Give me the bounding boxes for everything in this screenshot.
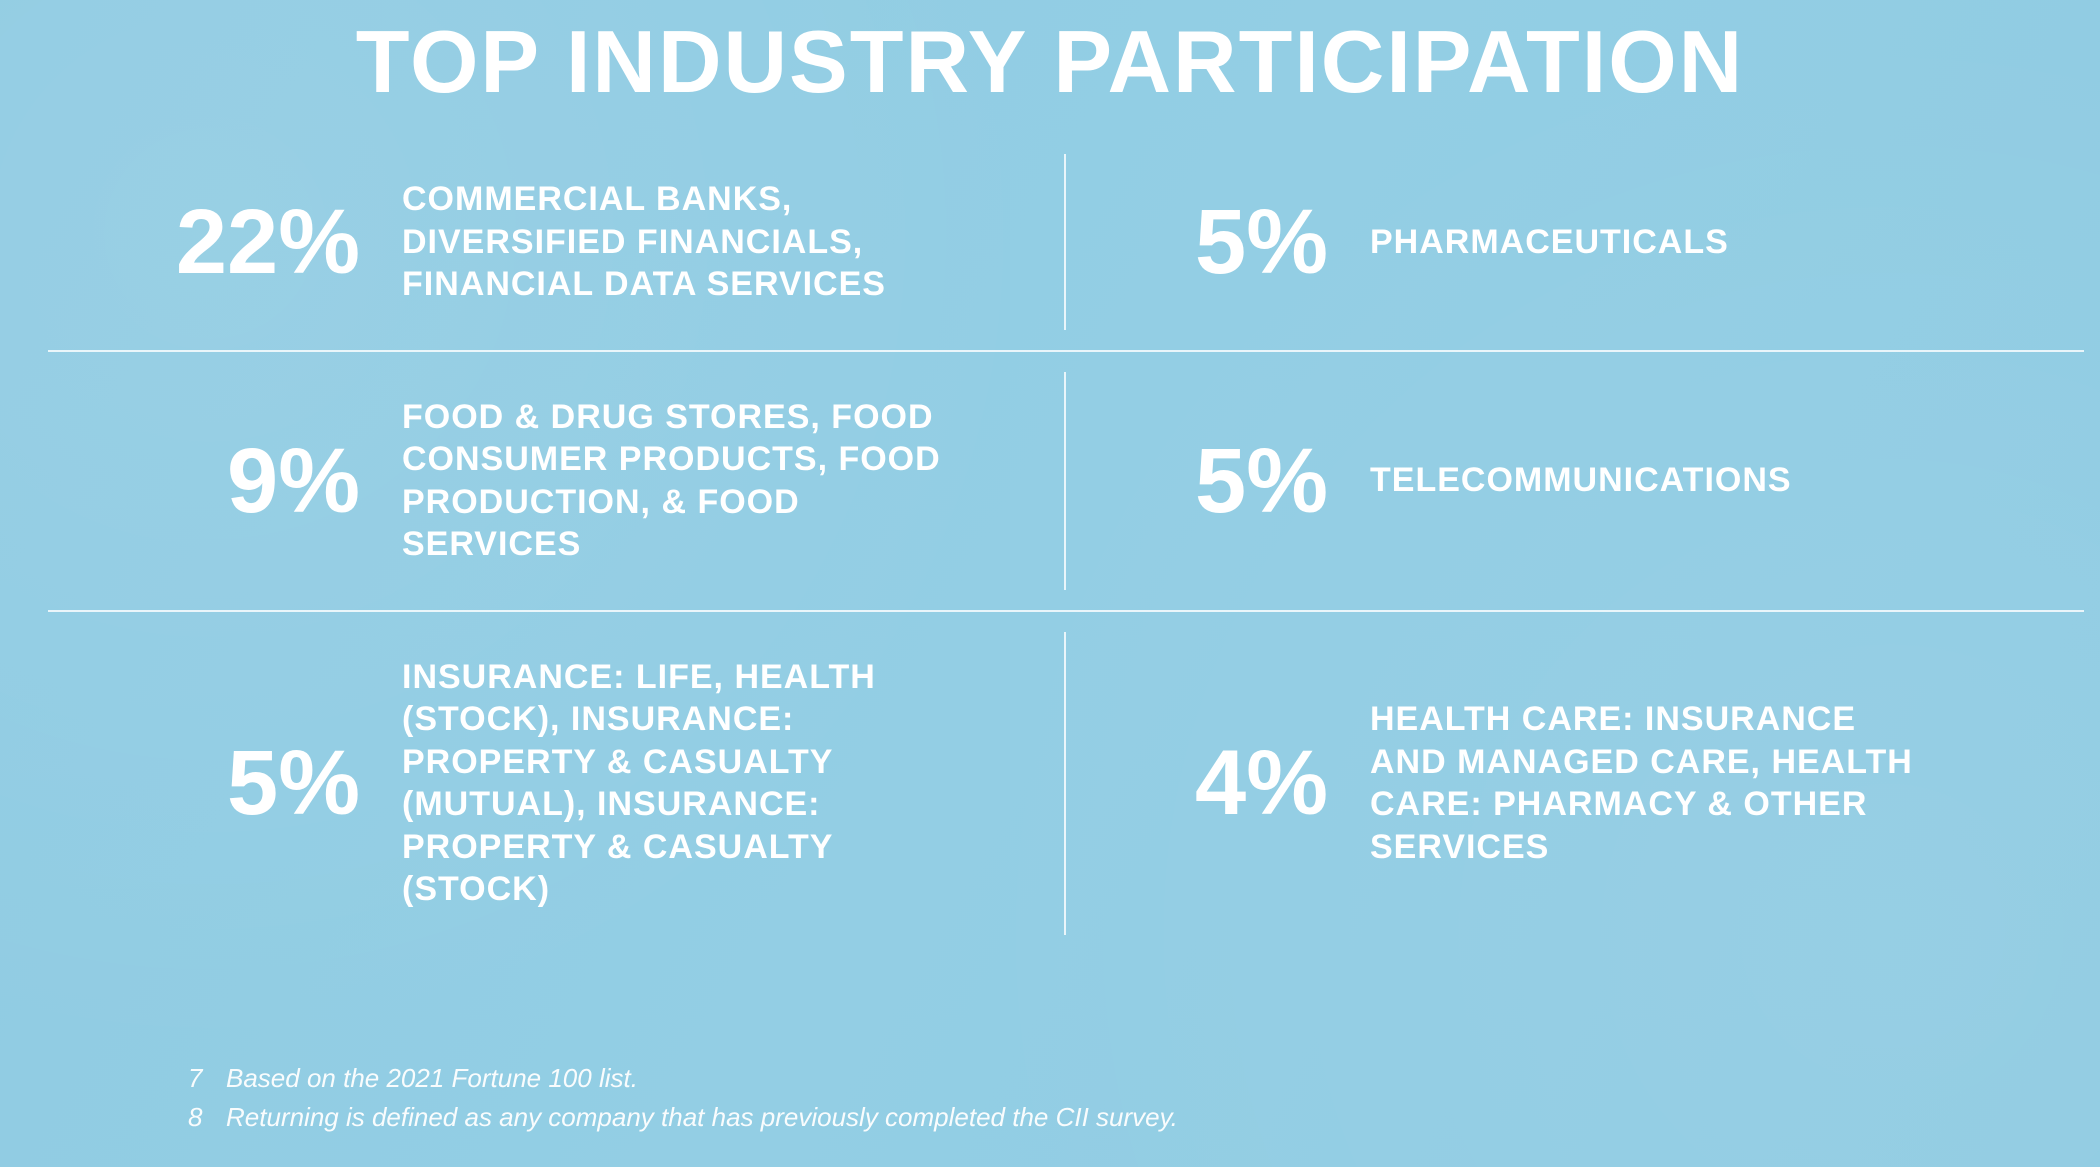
page-title: TOP INDUSTRY PARTICIPATION: [0, 0, 2100, 106]
category-label: HEALTH CARE: INSURANCE AND MANAGED CARE,…: [1370, 698, 1930, 868]
grid-cell: 9% FOOD & DRUG STORES, FOOD CONSUMER PRO…: [48, 350, 1066, 610]
category-label: PHARMACEUTICALS: [1370, 221, 1729, 264]
footnote: 7 Based on the 2021 Fortune 100 list.: [188, 1059, 1178, 1098]
footnote-text: Based on the 2021 Fortune 100 list.: [226, 1059, 638, 1098]
percent-value: 5%: [1158, 435, 1328, 527]
category-label: FOOD & DRUG STORES, FOOD CONSUMER PRODUC…: [402, 396, 962, 566]
percent-value: 4%: [1158, 737, 1328, 829]
footnotes: 7 Based on the 2021 Fortune 100 list. 8 …: [188, 1059, 1178, 1137]
category-label: INSURANCE: LIFE, HEALTH (STOCK), INSURAN…: [402, 656, 962, 911]
grid-cell: 5% TELECOMMUNICATIONS: [1066, 350, 2084, 610]
footnote-number: 7: [188, 1059, 208, 1098]
grid-cell: 4% HEALTH CARE: INSURANCE AND MANAGED CA…: [1066, 610, 2084, 955]
footnote-text: Returning is defined as any company that…: [226, 1098, 1178, 1137]
percent-value: 9%: [140, 435, 360, 527]
grid-cell: 5% PHARMACEUTICALS: [1066, 134, 2084, 350]
percent-value: 5%: [140, 737, 360, 829]
footnote-number: 8: [188, 1098, 208, 1137]
percent-value: 22%: [140, 196, 360, 288]
grid-cell: 22% COMMERCIAL BANKS, DIVERSIFIED FINANC…: [48, 134, 1066, 350]
participation-grid: 22% COMMERCIAL BANKS, DIVERSIFIED FINANC…: [0, 134, 2100, 955]
footnote: 8 Returning is defined as any company th…: [188, 1098, 1178, 1137]
category-label: TELECOMMUNICATIONS: [1370, 459, 1792, 502]
grid-cell: 5% INSURANCE: LIFE, HEALTH (STOCK), INSU…: [48, 610, 1066, 955]
percent-value: 5%: [1158, 196, 1328, 288]
category-label: COMMERCIAL BANKS, DIVERSIFIED FINANCIALS…: [402, 178, 962, 306]
